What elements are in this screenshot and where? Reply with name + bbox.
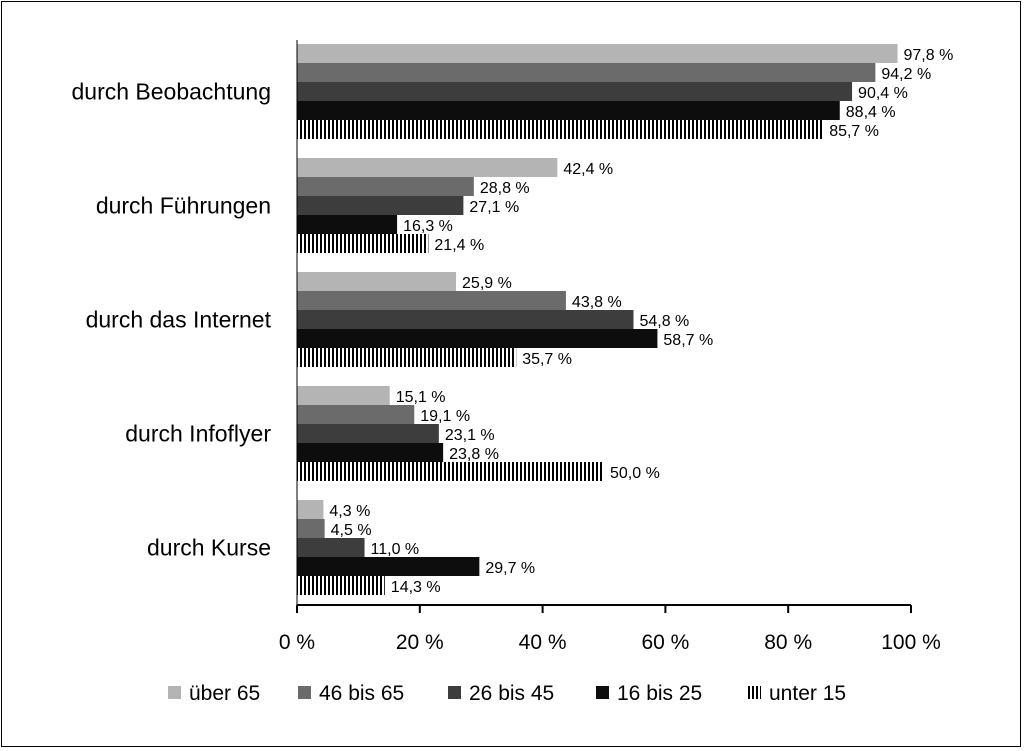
bar: [297, 443, 444, 462]
x-tick-label: 20 %: [396, 631, 444, 654]
data-label: 16,3 %: [403, 218, 453, 235]
legend-swatch: [168, 686, 181, 699]
bar: [297, 500, 324, 519]
data-label: 94,2 %: [881, 66, 931, 83]
bar: [297, 462, 604, 481]
legend-swatch: [748, 686, 761, 699]
legend-item-label: 26 bis 45: [469, 682, 554, 705]
bar: [297, 405, 415, 424]
data-label: 21,4 %: [434, 237, 484, 254]
data-label: 23,8 %: [449, 446, 499, 463]
data-label: 4,5 %: [331, 522, 372, 539]
data-label: 43,8 %: [572, 294, 622, 311]
data-label: 90,4 %: [858, 85, 908, 102]
legend-item-label: über 65: [189, 682, 260, 705]
bar: [297, 234, 429, 253]
legend-item-label: 16 bis 25: [617, 682, 702, 705]
data-label: 85,7 %: [829, 123, 879, 140]
data-label: 11,0 %: [371, 541, 420, 558]
data-label: 15,1 %: [396, 389, 446, 406]
bar: [297, 538, 365, 557]
data-label: 28,8 %: [480, 180, 530, 197]
data-label: 4,3 %: [329, 503, 370, 520]
category-label: durch Führungen: [96, 193, 271, 219]
bar: [297, 557, 480, 576]
data-label: 54,8 %: [639, 313, 689, 330]
bar: [297, 329, 658, 348]
data-label: 97,8 %: [903, 47, 953, 64]
legend-swatch: [448, 686, 461, 699]
x-tick-label: 60 %: [641, 631, 689, 654]
bar: [297, 215, 398, 234]
bar: [297, 44, 898, 63]
data-label: 35,7 %: [522, 351, 572, 368]
bar: [297, 386, 390, 405]
bar: [297, 101, 840, 120]
bar: [297, 424, 439, 443]
data-label: 42,4 %: [563, 161, 613, 178]
legend-swatch: [596, 686, 609, 699]
data-label: 23,1 %: [445, 427, 495, 444]
bar: [297, 576, 385, 595]
bar: [297, 291, 566, 310]
legend-item-label: unter 15: [769, 682, 846, 705]
bar: [297, 519, 325, 538]
x-tick-label: 0 %: [279, 631, 315, 654]
category-label: durch das Internet: [86, 307, 272, 333]
data-label: 58,7 %: [663, 332, 713, 349]
x-tick-label: 100 %: [881, 631, 941, 654]
data-label: 14,3 %: [391, 579, 441, 596]
legend-swatch: [298, 686, 311, 699]
data-label: 29,7 %: [485, 560, 535, 577]
x-tick-label: 80 %: [764, 631, 812, 654]
data-label: 50,0 %: [610, 465, 660, 482]
bar: [297, 348, 517, 367]
bar: [297, 82, 853, 101]
bar: [297, 63, 876, 82]
legend-item-label: 46 bis 65: [319, 682, 404, 705]
category-label: durch Kurse: [147, 535, 271, 561]
data-label: 19,1 %: [420, 408, 470, 425]
bar: [297, 120, 824, 139]
data-label: 25,9 %: [462, 275, 512, 292]
x-tick-label: 40 %: [519, 631, 567, 654]
data-label: 88,4 %: [846, 104, 896, 121]
data-label: 27,1 %: [469, 199, 519, 216]
category-label: durch Beobachtung: [72, 79, 272, 105]
bar: [297, 310, 634, 329]
bar: [297, 272, 457, 291]
bar: [297, 196, 464, 215]
category-label: durch Infoflyer: [125, 421, 271, 447]
bar: [297, 158, 558, 177]
bar: [297, 177, 474, 196]
